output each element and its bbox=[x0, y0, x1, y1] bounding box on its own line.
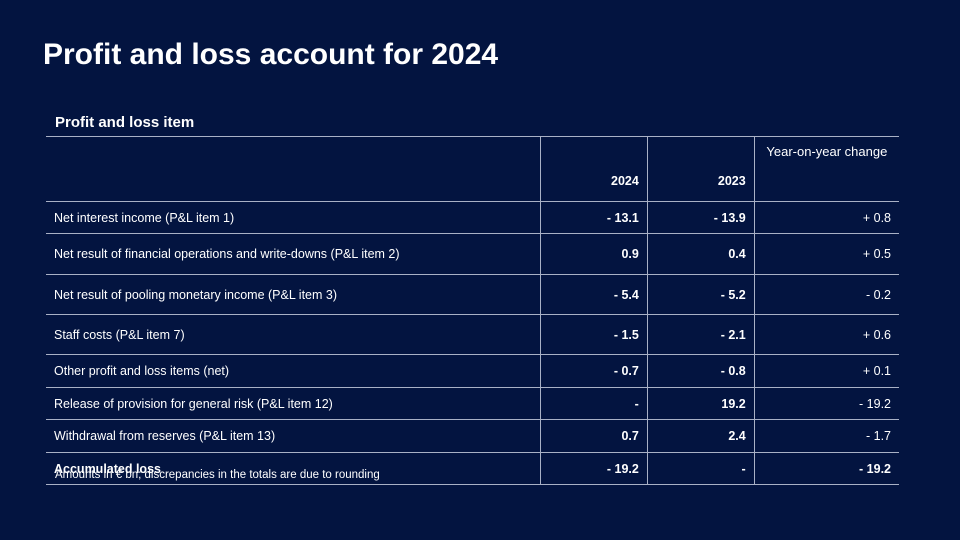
row-label: Net interest income (P&L item 1) bbox=[46, 201, 541, 234]
cell-change: + 0.8 bbox=[753, 201, 899, 234]
table-row: Net result of financial operations and w… bbox=[46, 233, 899, 275]
row-label: Other profit and loss items (net) bbox=[46, 354, 541, 388]
cell-2024: - 13.1 bbox=[539, 201, 648, 234]
header-change: Year-on-year change bbox=[753, 136, 899, 202]
cell-2023: 0.4 bbox=[646, 233, 755, 275]
cell-2023: - 2.1 bbox=[646, 314, 755, 355]
cell-2024: 0.9 bbox=[539, 233, 648, 275]
header-item bbox=[46, 136, 541, 202]
page-title: Profit and loss account for 2024 bbox=[43, 38, 499, 71]
cell-2023: 19.2 bbox=[646, 387, 755, 420]
row-label: Release of provision for general risk (P… bbox=[46, 387, 541, 420]
cell-change: - 0.2 bbox=[753, 274, 899, 315]
table-row: Net result of pooling monetary income (P… bbox=[46, 274, 899, 315]
cell-2024: - 1.5 bbox=[539, 314, 648, 355]
table-caption: Profit and loss item bbox=[55, 114, 195, 131]
cell-2023: - 5.2 bbox=[646, 274, 755, 315]
row-label: Staff costs (P&L item 7) bbox=[46, 314, 541, 355]
footnote: Amounts in € bn; discrepancies in the to… bbox=[55, 469, 380, 481]
row-label: Accumulated loss bbox=[46, 452, 541, 485]
cell-2024: 0.7 bbox=[539, 419, 648, 453]
header-2023: 2023 bbox=[646, 136, 755, 202]
cell-2024: - 5.4 bbox=[539, 274, 648, 315]
header-2024: 2024 bbox=[539, 136, 648, 202]
table-row: Other profit and loss items (net) - 0.7 … bbox=[46, 354, 899, 388]
cell-change: - 1.7 bbox=[753, 419, 899, 453]
cell-change: - 19.2 bbox=[753, 452, 899, 485]
cell-2024: - 19.2 bbox=[539, 452, 648, 485]
cell-change: + 0.5 bbox=[753, 233, 899, 275]
row-label: Net result of pooling monetary income (P… bbox=[46, 274, 541, 315]
row-label: Withdrawal from reserves (P&L item 13) bbox=[46, 419, 541, 453]
cell-2023: - bbox=[646, 452, 755, 485]
row-label: Net result of financial operations and w… bbox=[46, 233, 541, 275]
cell-2024: - bbox=[539, 387, 648, 420]
cell-change: - 19.2 bbox=[753, 387, 899, 420]
cell-2023: 2.4 bbox=[646, 419, 755, 453]
table-header-row: 2024 2023 Year-on-year change bbox=[46, 136, 899, 202]
cell-change: + 0.6 bbox=[753, 314, 899, 355]
table-row: Net interest income (P&L item 1) - 13.1 … bbox=[46, 201, 899, 234]
table-row-total: Accumulated loss - 19.2 - - 19.2 bbox=[46, 452, 899, 485]
cell-2024: - 0.7 bbox=[539, 354, 648, 388]
table-row: Withdrawal from reserves (P&L item 13) 0… bbox=[46, 419, 899, 453]
pl-table: 2024 2023 Year-on-year change Net intere… bbox=[46, 136, 899, 485]
table-row: Release of provision for general risk (P… bbox=[46, 387, 899, 420]
table-row: Staff costs (P&L item 7) - 1.5 - 2.1 + 0… bbox=[46, 314, 899, 355]
cell-2023: - 13.9 bbox=[646, 201, 755, 234]
cell-change: + 0.1 bbox=[753, 354, 899, 388]
cell-2023: - 0.8 bbox=[646, 354, 755, 388]
